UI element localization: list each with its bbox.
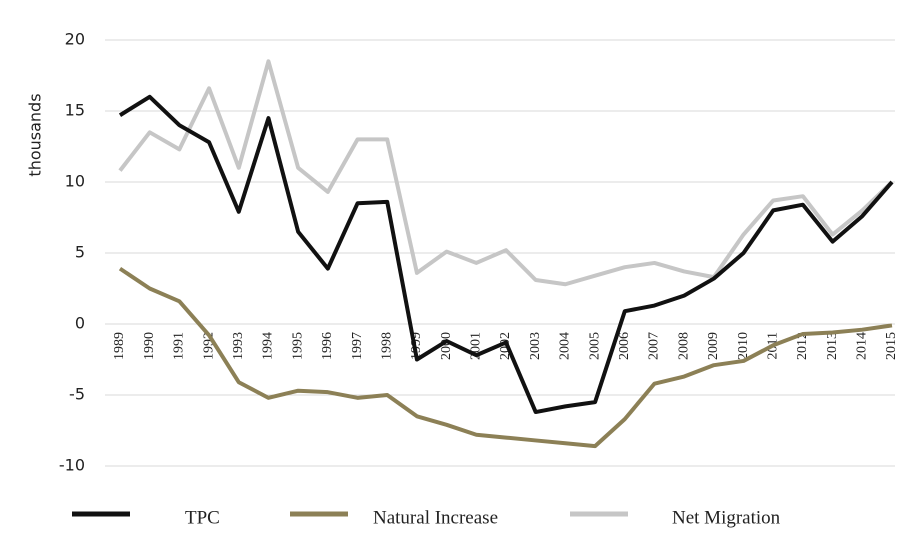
x-tick-label: 2007 <box>647 332 662 360</box>
x-tick-label: 1995 <box>290 332 305 360</box>
x-tick-label: 1996 <box>320 332 335 360</box>
x-tick-label: 2013 <box>825 332 840 360</box>
y-tick-label: -5 <box>69 385 85 404</box>
y-tick-label: 15 <box>65 101 85 120</box>
x-tick-label: 2004 <box>558 332 573 360</box>
y-axis-label: thousands <box>26 93 45 176</box>
legend-label: Natural Increase <box>373 507 498 528</box>
legend-label: Net Migration <box>672 507 781 528</box>
x-tick-label: 1997 <box>350 332 365 360</box>
x-tick-label: 2015 <box>884 332 899 360</box>
x-tick-label: 1993 <box>231 332 246 360</box>
x-tick-label: 2014 <box>855 332 870 360</box>
series-line <box>118 94 894 415</box>
y-tick-label: -10 <box>59 456 85 475</box>
y-tick-label: 5 <box>75 243 85 262</box>
x-tick-label: 2005 <box>587 332 602 360</box>
x-tick-label: 1998 <box>379 332 394 360</box>
x-tick-label: 2000 <box>439 332 454 360</box>
x-tick-label: 2008 <box>676 332 691 360</box>
x-tick-label: 2010 <box>736 332 751 360</box>
y-tick-label: 20 <box>65 30 85 49</box>
x-tick-label: 2012 <box>795 332 810 360</box>
x-tick-label: 1990 <box>142 332 157 360</box>
series-line <box>118 59 894 287</box>
y-tick-label: 0 <box>75 314 85 333</box>
x-tick-label: 2009 <box>706 332 721 360</box>
x-tick-label: 1994 <box>261 332 276 360</box>
legend-label: TPC <box>185 507 220 528</box>
x-tick-label: 2006 <box>617 332 632 360</box>
y-tick-label: 10 <box>65 172 85 191</box>
x-tick-label: 1989 <box>112 332 127 360</box>
series-line <box>118 266 893 449</box>
x-tick-label: 2003 <box>528 332 543 360</box>
x-tick-label: 1991 <box>172 332 187 360</box>
